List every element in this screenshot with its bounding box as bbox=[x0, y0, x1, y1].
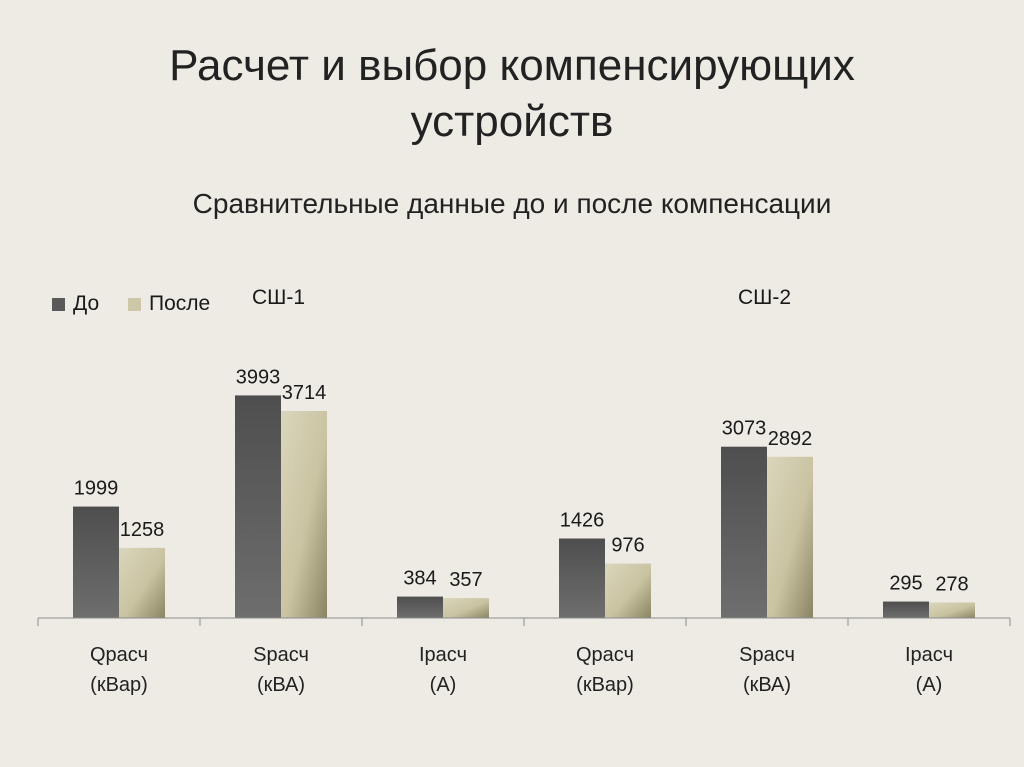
category-label-3: Iрасч (А) bbox=[362, 640, 524, 700]
slide-title: Расчет и выбор компенсирующих устройств bbox=[0, 38, 1024, 150]
legend-swatch-after bbox=[128, 297, 141, 311]
data-label-after-1: 1258 bbox=[120, 519, 165, 541]
data-label-after-3: 357 bbox=[449, 569, 482, 591]
data-label-after-6: 278 bbox=[935, 574, 968, 596]
data-label-before-3: 384 bbox=[403, 568, 436, 590]
data-label-after-5: 2892 bbox=[768, 428, 813, 450]
category-label-4: Qрасч (кВар) bbox=[524, 640, 686, 700]
bar-before-5 bbox=[721, 446, 767, 618]
bar-after-6 bbox=[929, 602, 975, 618]
category-label-2-line-2: (кВА) bbox=[256, 674, 306, 696]
bar-before-2 bbox=[235, 395, 281, 618]
category-label-6: Iрасч (А) bbox=[848, 640, 1010, 700]
bar-after-2 bbox=[281, 410, 327, 618]
category-label-3-line-2: (А) bbox=[429, 674, 457, 696]
bar-before-1 bbox=[73, 506, 119, 618]
category-label-2: Sрасч (кВА) bbox=[200, 640, 362, 700]
category-label-1-line-1: Qрасч bbox=[90, 644, 148, 666]
category-label-6-line-2: (А) bbox=[915, 674, 943, 696]
slide-title-line-1: Расчет и выбор компенсирующих bbox=[169, 41, 855, 90]
legend-label-after: После bbox=[149, 292, 211, 315]
category-label-4-line-2: (кВар) bbox=[576, 674, 634, 696]
data-label-before-1: 1999 bbox=[74, 478, 119, 500]
legend-label-before: До bbox=[73, 292, 100, 315]
category-label-5-line-1: Sрасч bbox=[739, 644, 795, 666]
bar-after-4 bbox=[605, 563, 651, 618]
legend-item-before: До bbox=[52, 292, 99, 316]
category-label-3-line-1: Iрасч bbox=[419, 644, 467, 666]
bar-after-5 bbox=[767, 456, 813, 618]
data-label-before-4: 1426 bbox=[560, 510, 605, 532]
bar-after-3 bbox=[443, 598, 489, 618]
group-label-1: СШ-1 bbox=[252, 286, 306, 309]
bar-after-1 bbox=[119, 547, 165, 618]
chart-title: Сравнительные данные до и после компенса… bbox=[192, 188, 832, 219]
category-label-4-line-1: Qрасч bbox=[576, 644, 634, 666]
data-label-after-2: 3714 bbox=[282, 382, 327, 404]
bar-before-4 bbox=[559, 538, 605, 618]
bar-before-3 bbox=[397, 596, 443, 618]
group-label-2: СШ-2 bbox=[738, 286, 792, 309]
category-label-2-line-1: Sрасч bbox=[253, 644, 309, 666]
data-label-before-6: 295 bbox=[889, 573, 922, 595]
data-label-before-2: 3993 bbox=[236, 366, 281, 388]
data-label-after-4: 976 bbox=[611, 535, 644, 557]
category-label-6-line-1: Iрасч bbox=[905, 644, 953, 666]
bar-before-6 bbox=[883, 601, 929, 618]
slide-title-line-2: устройств bbox=[410, 97, 614, 146]
category-label-1-line-2: (кВар) bbox=[90, 674, 148, 696]
category-label-5: Sрасч (кВА) bbox=[686, 640, 848, 700]
category-label-1: Qрасч (кВар) bbox=[38, 640, 200, 700]
legend-item-after: После bbox=[128, 292, 210, 316]
legend-swatch-before bbox=[52, 297, 65, 311]
category-label-5-line-2: (кВА) bbox=[742, 674, 792, 696]
data-label-before-5: 3073 bbox=[722, 418, 767, 440]
